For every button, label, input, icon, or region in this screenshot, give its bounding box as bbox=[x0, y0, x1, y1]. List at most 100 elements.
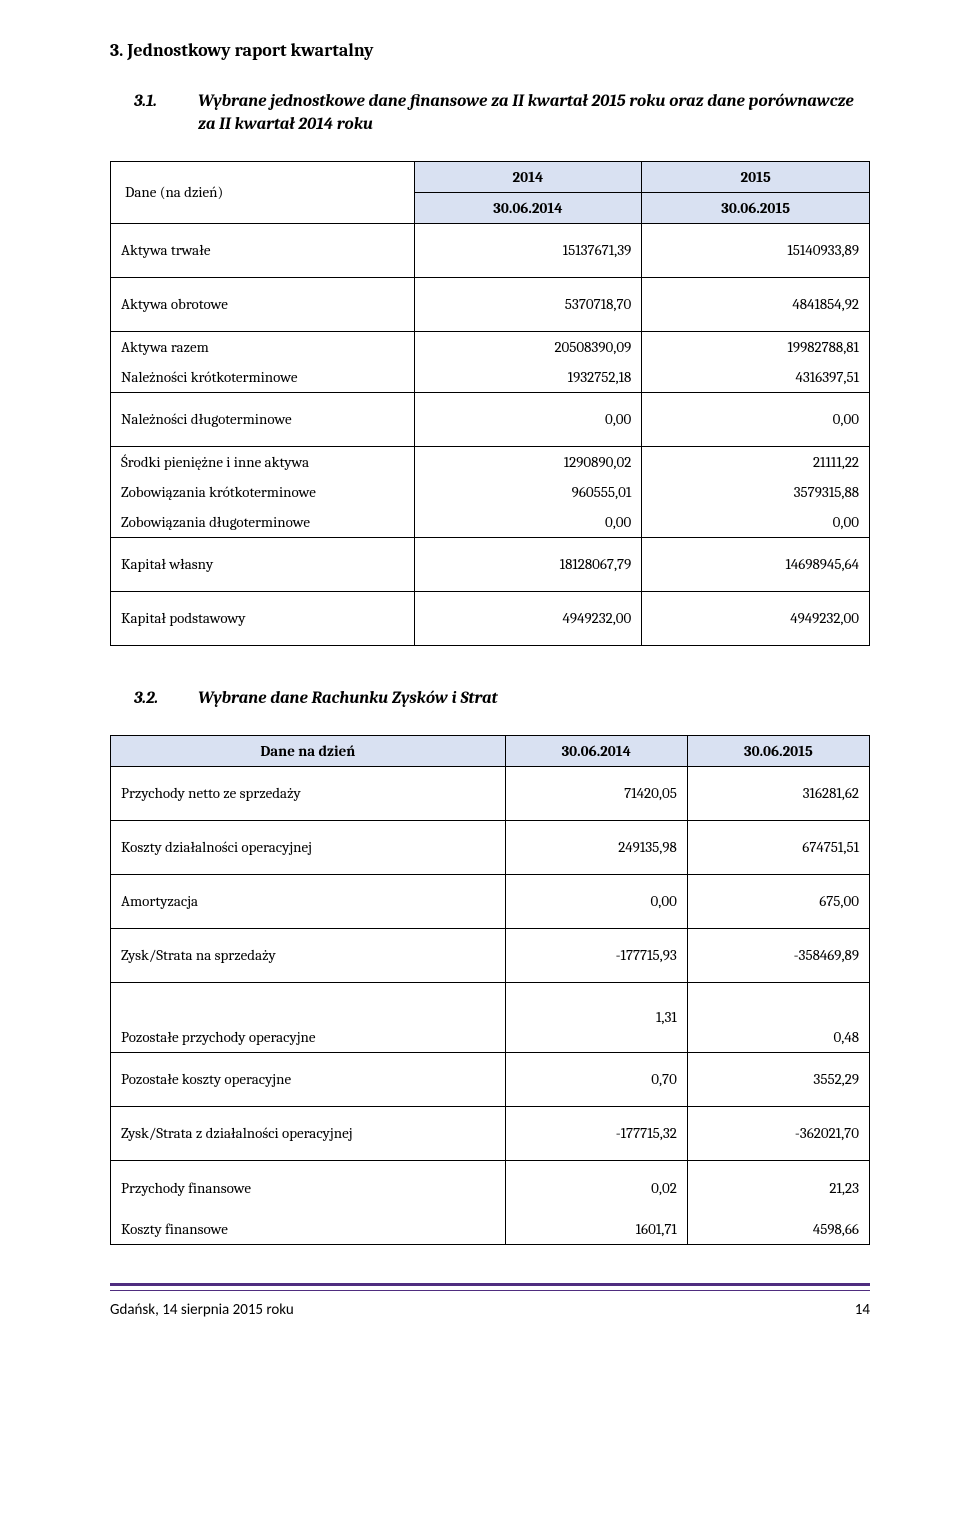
pnl-table: Dane na dzień 30.06.2014 30.06.2015 Przy… bbox=[110, 735, 870, 1246]
row-label: Przychody finansowe bbox=[111, 1160, 506, 1214]
col-header-date-a: 30.06.2014 bbox=[505, 735, 687, 766]
row-val-a: 0,00 bbox=[505, 874, 687, 928]
row-val-a: -177715,32 bbox=[505, 1106, 687, 1160]
row-val-a: 0,00 bbox=[414, 507, 642, 538]
row-val-a: 1,31 bbox=[505, 982, 687, 1052]
row-val-b: 0,00 bbox=[642, 392, 870, 446]
table-row: Aktywa razem 20508390,09 19982788,81 bbox=[111, 331, 870, 362]
row-val-b: 4316397,51 bbox=[642, 362, 870, 393]
row-val-a: 960555,01 bbox=[414, 477, 642, 507]
row-val-a: 249135,98 bbox=[505, 820, 687, 874]
col-header-year-a: 2014 bbox=[414, 161, 642, 192]
table-row: Należności długoterminowe 0,00 0,00 bbox=[111, 392, 870, 446]
row-val-b: 4598,66 bbox=[687, 1214, 869, 1245]
row-label: Należności krótkoterminowe bbox=[111, 362, 415, 393]
row-val-a: -177715,93 bbox=[505, 928, 687, 982]
row-val-b: 4949232,00 bbox=[642, 591, 870, 645]
row-val-a: 71420,05 bbox=[505, 766, 687, 820]
row-label: Przychody netto ze sprzedaży bbox=[111, 766, 506, 820]
row-label: Zobowiązania krótkoterminowe bbox=[111, 477, 415, 507]
table-row: Kapitał podstawowy 4949232,00 4949232,00 bbox=[111, 591, 870, 645]
table-row: Amortyzacja 0,00 675,00 bbox=[111, 874, 870, 928]
table-row: Pozostałe przychody operacyjne 1,31 0,48 bbox=[111, 982, 870, 1052]
row-val-a: 5370718,70 bbox=[414, 277, 642, 331]
row-val-a: 15137671,39 bbox=[414, 223, 642, 277]
row-val-b: 19982788,81 bbox=[642, 331, 870, 362]
row-val-b: 21111,22 bbox=[642, 446, 870, 477]
row-label: Zysk/Strata na sprzedaży bbox=[111, 928, 506, 982]
table-row: Środki pieniężne i inne aktywa 1290890,0… bbox=[111, 446, 870, 477]
col-header-name: Dane (na dzień) bbox=[111, 161, 415, 223]
row-label: Koszty działalności operacyjnej bbox=[111, 820, 506, 874]
row-val-a: 1932752,18 bbox=[414, 362, 642, 393]
row-val-a: 1290890,02 bbox=[414, 446, 642, 477]
page-footer: Gdańsk, 14 sierpnia 2015 roku 14 bbox=[110, 1301, 870, 1319]
table-row: Aktywa obrotowe 5370718,70 4841854,92 bbox=[111, 277, 870, 331]
subsection-3-2: 3.2.Wybrane dane Rachunku Zysków i Strat bbox=[166, 688, 870, 711]
row-val-b: -358469,89 bbox=[687, 928, 869, 982]
subsection-3-1: 3.1.Wybrane jednostkowe dane finansowe z… bbox=[166, 91, 870, 137]
table-header-row: Dane na dzień 30.06.2014 30.06.2015 bbox=[111, 735, 870, 766]
row-val-a: 0,70 bbox=[505, 1052, 687, 1106]
page-number: 14 bbox=[855, 1301, 870, 1319]
row-val-a: 18128067,79 bbox=[414, 537, 642, 591]
row-val-b: 674751,51 bbox=[687, 820, 869, 874]
row-val-b: 316281,62 bbox=[687, 766, 869, 820]
section-title: 3. Jednostkowy raport kwartalny bbox=[110, 40, 870, 61]
row-label: Pozostałe przychody operacyjne bbox=[111, 982, 506, 1052]
row-val-b: 0,48 bbox=[687, 982, 869, 1052]
row-label: Środki pieniężne i inne aktywa bbox=[111, 446, 415, 477]
subsection-3-1-number: 3.1. bbox=[166, 91, 198, 114]
subsection-3-2-title: Wybrane dane Rachunku Zysków i Strat bbox=[198, 689, 498, 708]
table-row: Zobowiązania krótkoterminowe 960555,01 3… bbox=[111, 477, 870, 507]
row-val-a: 20508390,09 bbox=[414, 331, 642, 362]
row-val-b: 3552,29 bbox=[687, 1052, 869, 1106]
table-row: Aktywa trwałe 15137671,39 15140933,89 bbox=[111, 223, 870, 277]
row-val-b: -362021,70 bbox=[687, 1106, 869, 1160]
row-label: Kapitał własny bbox=[111, 537, 415, 591]
row-label: Kapitał podstawowy bbox=[111, 591, 415, 645]
footer-rule-thin bbox=[110, 1290, 870, 1291]
row-val-b: 0,00 bbox=[642, 507, 870, 538]
row-label: Zysk/Strata z działalności operacyjnej bbox=[111, 1106, 506, 1160]
table-row: Zobowiązania długoterminowe 0,00 0,00 bbox=[111, 507, 870, 538]
table-row: Należności krótkoterminowe 1932752,18 43… bbox=[111, 362, 870, 393]
row-label: Pozostałe koszty operacyjne bbox=[111, 1052, 506, 1106]
table-row: Koszty finansowe 1601,71 4598,66 bbox=[111, 1214, 870, 1245]
row-val-b: 4841854,92 bbox=[642, 277, 870, 331]
table-row: Kapitał własny 18128067,79 14698945,64 bbox=[111, 537, 870, 591]
row-label: Aktywa trwałe bbox=[111, 223, 415, 277]
row-val-a: 0,02 bbox=[505, 1160, 687, 1214]
row-label: Należności długoterminowe bbox=[111, 392, 415, 446]
col-header-date-a: 30.06.2014 bbox=[414, 192, 642, 223]
row-label: Aktywa obrotowe bbox=[111, 277, 415, 331]
table-row: Koszty działalności operacyjnej 249135,9… bbox=[111, 820, 870, 874]
row-label: Aktywa razem bbox=[111, 331, 415, 362]
footer-rule-thick bbox=[110, 1283, 870, 1286]
row-val-b: 21,23 bbox=[687, 1160, 869, 1214]
row-val-a: 1601,71 bbox=[505, 1214, 687, 1245]
row-val-a: 0,00 bbox=[414, 392, 642, 446]
table-row: Pozostałe koszty operacyjne 0,70 3552,29 bbox=[111, 1052, 870, 1106]
subsection-3-1-title: Wybrane jednostkowe dane finansowe za II… bbox=[198, 92, 854, 134]
row-label: Amortyzacja bbox=[111, 874, 506, 928]
table-row: Przychody netto ze sprzedaży 71420,05 31… bbox=[111, 766, 870, 820]
row-val-b: 14698945,64 bbox=[642, 537, 870, 591]
row-val-a: 4949232,00 bbox=[414, 591, 642, 645]
row-label: Koszty finansowe bbox=[111, 1214, 506, 1245]
table-row: Zysk/Strata z działalności operacyjnej -… bbox=[111, 1106, 870, 1160]
col-header-name: Dane na dzień bbox=[111, 735, 506, 766]
table-row: Przychody finansowe 0,02 21,23 bbox=[111, 1160, 870, 1214]
subsection-3-2-number: 3.2. bbox=[166, 688, 198, 711]
col-header-date-b: 30.06.2015 bbox=[687, 735, 869, 766]
table-row: Zysk/Strata na sprzedaży -177715,93 -358… bbox=[111, 928, 870, 982]
table-header-row: Dane (na dzień) 2014 2015 bbox=[111, 161, 870, 192]
balance-table: Dane (na dzień) 2014 2015 30.06.2014 30.… bbox=[110, 161, 870, 646]
row-val-b: 3579315,88 bbox=[642, 477, 870, 507]
row-val-b: 675,00 bbox=[687, 874, 869, 928]
row-label: Zobowiązania długoterminowe bbox=[111, 507, 415, 538]
row-val-b: 15140933,89 bbox=[642, 223, 870, 277]
col-header-date-b: 30.06.2015 bbox=[642, 192, 870, 223]
footer-text: Gdańsk, 14 sierpnia 2015 roku bbox=[110, 1301, 294, 1319]
col-header-year-b: 2015 bbox=[642, 161, 870, 192]
